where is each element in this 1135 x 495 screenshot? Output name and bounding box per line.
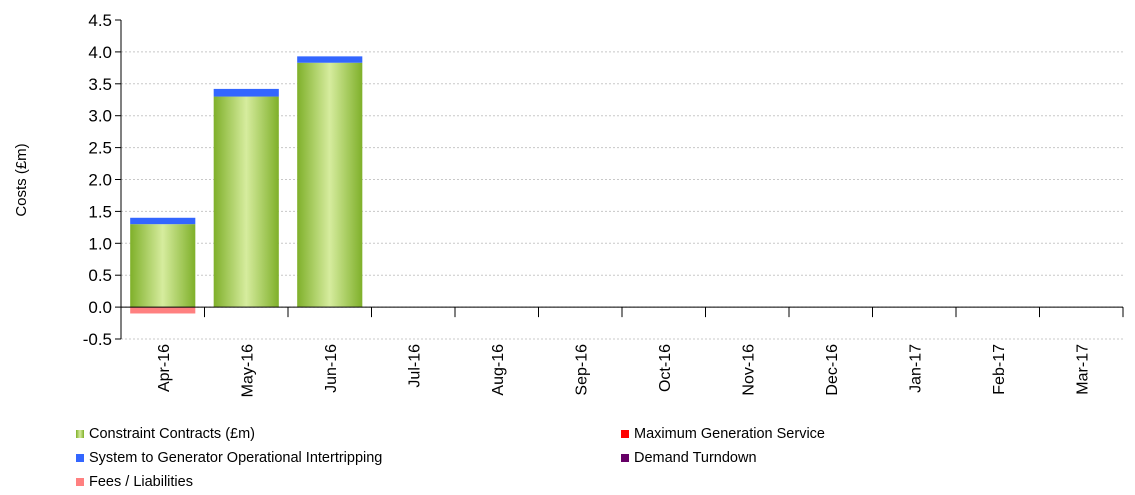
bar-constraint-contracts-m bbox=[130, 224, 196, 308]
y-tick-label: 1.0 bbox=[88, 234, 112, 253]
y-tick-label: 2.0 bbox=[88, 171, 112, 190]
y-tick-label: 4.0 bbox=[88, 43, 112, 62]
bars bbox=[130, 56, 363, 314]
x-tick-label: Sep-16 bbox=[573, 344, 590, 396]
x-tick-label: May-16 bbox=[239, 344, 256, 397]
y-tick-label: 1.5 bbox=[88, 202, 112, 221]
bar-constraint-contracts-m bbox=[213, 96, 279, 308]
legend-swatch bbox=[621, 430, 629, 438]
bar-constraint-contracts-m bbox=[297, 62, 363, 308]
legend-label: System to Generator Operational Intertri… bbox=[89, 450, 383, 466]
bar-system-to-generator-operational-intertripping bbox=[297, 56, 363, 63]
legend-item: Demand Turndown bbox=[621, 450, 757, 466]
y-axis-label: Costs (£m) bbox=[13, 143, 30, 216]
legend-item: Fees / Liabilities bbox=[76, 474, 193, 490]
y-tick-label: 3.5 bbox=[88, 75, 112, 94]
legend-label: Maximum Generation Service bbox=[634, 426, 825, 442]
bar-system-to-generator-operational-intertripping bbox=[213, 88, 279, 97]
legend-item: Maximum Generation Service bbox=[621, 426, 825, 442]
legend-item: System to Generator Operational Intertri… bbox=[76, 450, 382, 466]
tick-labels: 4.5 4.0 3.5 3.0 2.5 2.0 1.5 1.0 0.5 0.0 -0.5 Apr-16… bbox=[83, 11, 1092, 397]
bar-system-to-generator-operational-intertripping bbox=[130, 217, 196, 225]
legend-label: Fees / Liabilities bbox=[89, 474, 193, 490]
legend-swatch bbox=[76, 454, 84, 462]
y-tick-label: -0.5 bbox=[83, 330, 112, 349]
legend-swatch bbox=[621, 454, 629, 462]
x-tick-label: Jan-17 bbox=[907, 344, 924, 393]
x-tick-label: Nov-16 bbox=[740, 344, 757, 396]
x-tick-label: Jun-16 bbox=[323, 344, 340, 393]
legend-swatch bbox=[76, 430, 84, 438]
legend-label: Constraint Contracts (£m) bbox=[89, 426, 255, 442]
x-tick-label: Oct-16 bbox=[657, 344, 674, 392]
plot-area: 4.5 4.0 3.5 3.0 2.5 2.0 1.5 1.0 0.5 0.0 -0.5 Apr-16… bbox=[13, 11, 1124, 397]
x-tick-label: Feb-17 bbox=[991, 344, 1008, 395]
x-tick-label: Apr-16 bbox=[156, 344, 173, 392]
legend-swatch bbox=[76, 478, 84, 486]
y-tick-label: 0.0 bbox=[88, 298, 112, 317]
x-tick-label: Mar-17 bbox=[1074, 344, 1091, 395]
y-tick-label: 2.5 bbox=[88, 139, 112, 158]
x-tick-label: Jul-16 bbox=[406, 344, 423, 388]
x-tick-label: Aug-16 bbox=[490, 344, 507, 396]
y-tick-label: 0.5 bbox=[88, 266, 112, 285]
y-tick-label: 3.0 bbox=[88, 107, 112, 126]
x-tick-label: Dec-16 bbox=[824, 344, 841, 396]
axes bbox=[115, 19, 1124, 340]
y-tick-label: 4.5 bbox=[88, 11, 112, 30]
legend: Constraint Contracts (£m) Maximum Generat… bbox=[76, 426, 1116, 492]
legend-label: Demand Turndown bbox=[634, 450, 757, 466]
gridlines bbox=[121, 51, 1123, 340]
bar-fees-liabilities bbox=[130, 307, 196, 314]
legend-item: Constraint Contracts (£m) bbox=[76, 426, 255, 442]
